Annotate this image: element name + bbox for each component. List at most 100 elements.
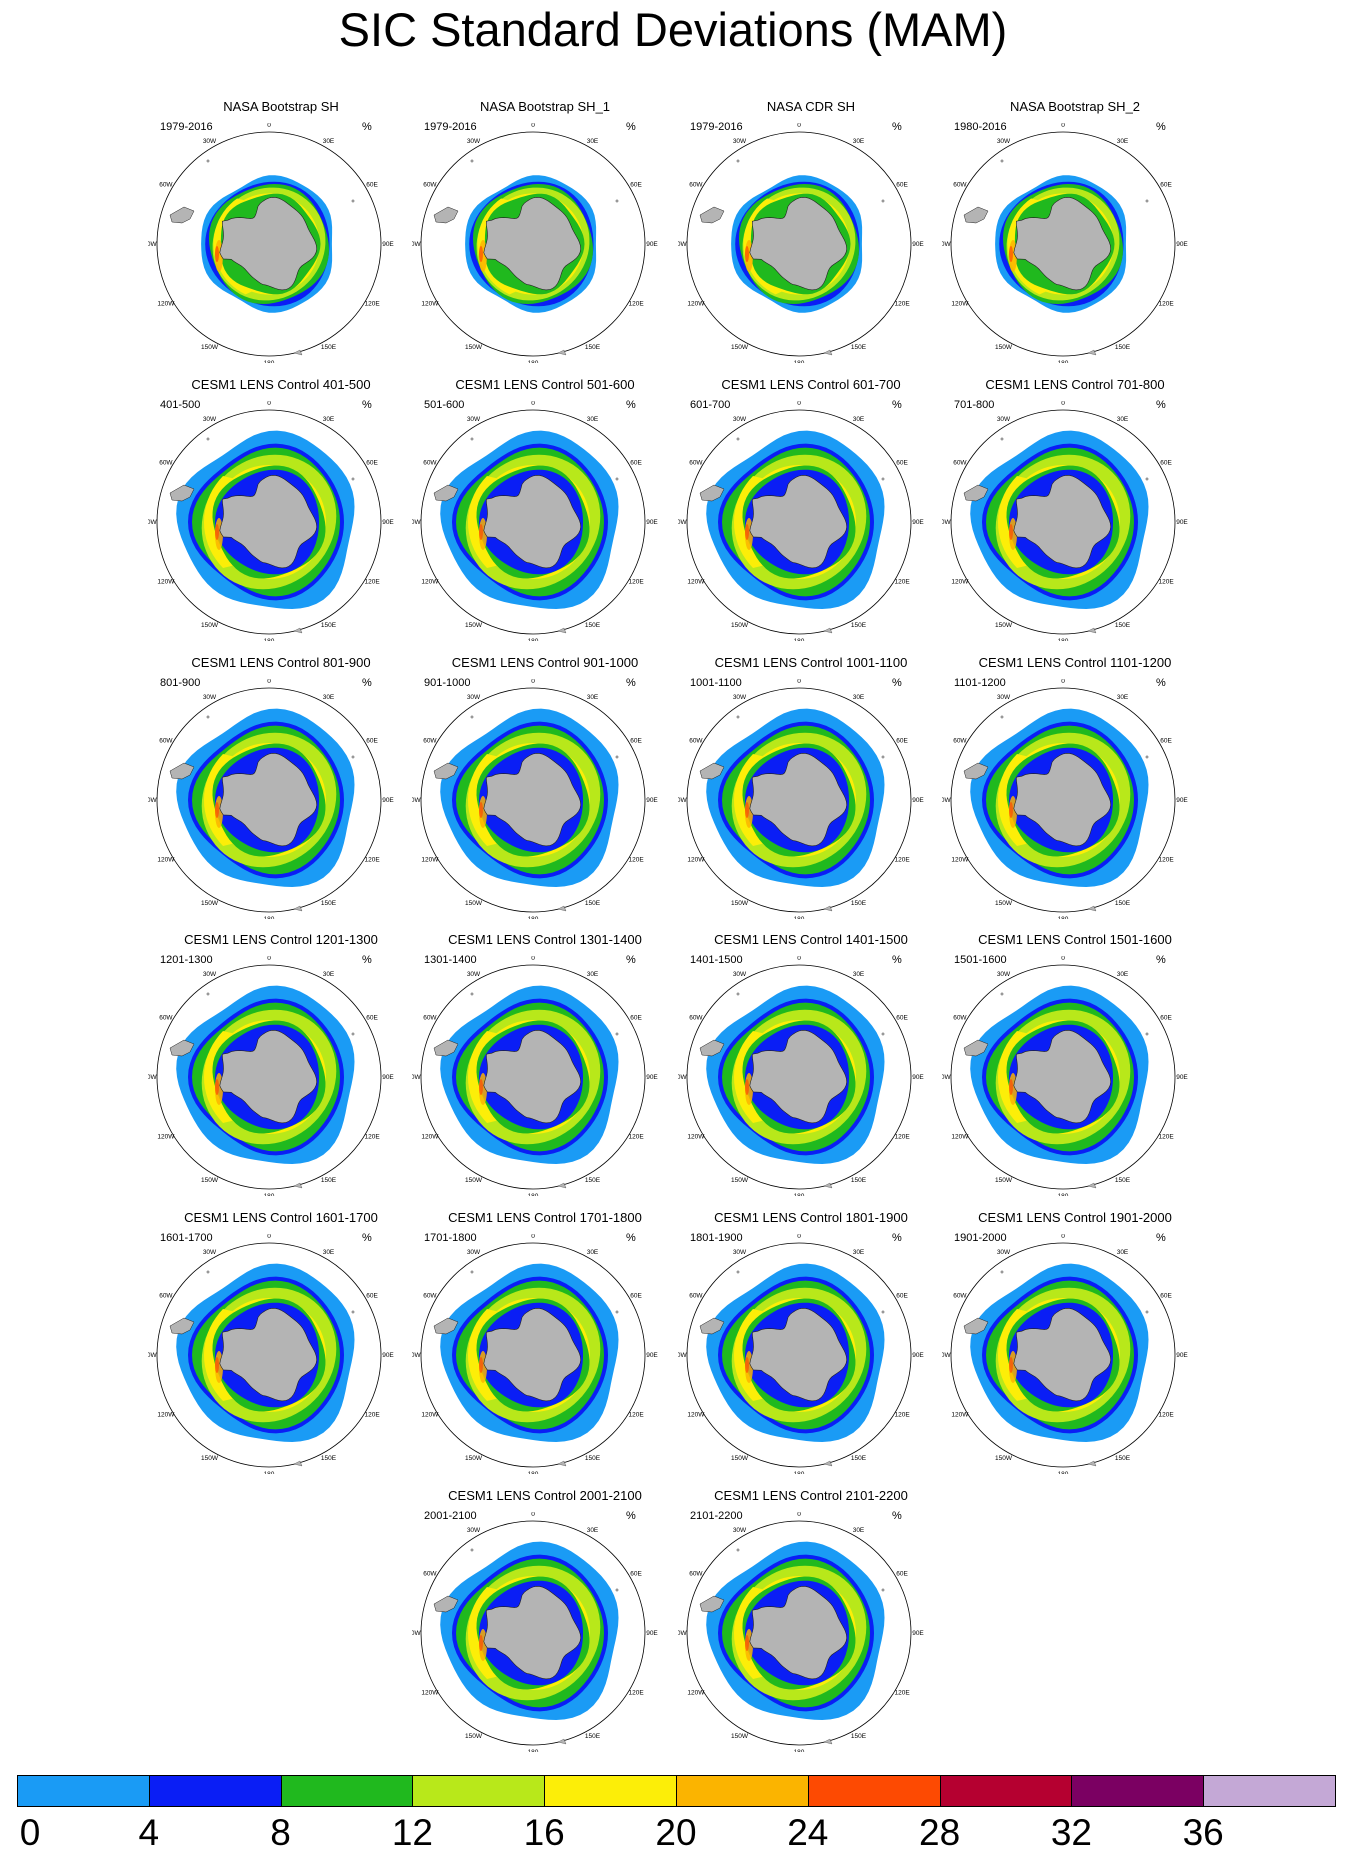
longitude-label: 60E xyxy=(896,1571,908,1578)
panel-title: CESM1 LENS Control 1901-2000 xyxy=(978,1210,1172,1225)
longitude-label: 120W xyxy=(157,301,175,308)
polar-sea-ice-map: 0 30E 60E 90E 120E 150E 180 150W 120W 90W 60W 30W xyxy=(412,401,658,641)
longitude-label: 150W xyxy=(731,1455,749,1462)
longitude-label: 60E xyxy=(1160,738,1172,745)
longitude-label: 90E xyxy=(646,1352,658,1359)
longitude-label: 60W xyxy=(159,182,173,189)
longitude-label: 90W xyxy=(412,241,422,248)
longitude-label: 120W xyxy=(157,857,175,864)
panel-title: CESM1 LENS Control 1001-1100 xyxy=(714,655,908,670)
map-panel: CESM1 LENS Control 701-800 701-800% 0 30E 60… xyxy=(942,377,1208,641)
polar-sea-ice-map: 0 30E 60E 90E 120E 150E 180 150W 120W 90W 60W 30W xyxy=(148,956,394,1196)
longitude-label: 60E xyxy=(1160,1293,1172,1300)
longitude-label: 180 xyxy=(528,916,539,919)
polar-sea-ice-map: 0 30E 60E 90E 120E 150E 180 150W 120W 90W 60W 30W xyxy=(678,401,924,641)
longitude-label: 0 xyxy=(531,1512,535,1518)
panel-units: % xyxy=(362,677,372,689)
longitude-label: 150W xyxy=(731,900,749,907)
longitude-label: 60W xyxy=(689,1571,703,1578)
longitude-label: 150W xyxy=(995,1177,1013,1184)
longitude-label: 90E xyxy=(646,797,658,804)
longitude-label: 60E xyxy=(896,738,908,745)
longitude-label: 180 xyxy=(528,1193,539,1196)
longitude-label: 30E xyxy=(323,971,335,978)
longitude-label: 0 xyxy=(267,679,271,685)
longitude-label: 120E xyxy=(895,1134,911,1141)
colorbar-swatch xyxy=(1203,1775,1336,1807)
longitude-label: 0 xyxy=(267,956,271,962)
longitude-label: 90W xyxy=(678,797,688,804)
longitude-label: 60W xyxy=(423,738,437,745)
longitude-label: 150W xyxy=(201,344,219,351)
longitude-label: 150W xyxy=(731,344,749,351)
longitude-label: 60W xyxy=(423,1571,437,1578)
longitude-label: 180 xyxy=(264,1471,275,1474)
longitude-label: 120E xyxy=(895,579,911,586)
longitude-label: 120W xyxy=(687,1412,705,1419)
map-panel: CESM1 LENS Control 1801-1900 1801-1900% 0 3… xyxy=(678,1210,944,1474)
longitude-label: 0 xyxy=(797,1512,801,1518)
longitude-label: 180 xyxy=(264,360,275,363)
polar-sea-ice-map: 0 30E 60E 90E 120E 150E 180 150W 120W 90W 60W 30W xyxy=(942,1234,1188,1474)
colorbar-tick-label: 12 xyxy=(391,1812,433,1853)
panel-title: CESM1 LENS Control 601-700 xyxy=(721,377,901,392)
map-panel: CESM1 LENS Control 1301-1400 1301-1400% 0 3… xyxy=(412,932,678,1196)
longitude-label: 0 xyxy=(797,1234,801,1240)
longitude-label: 120W xyxy=(687,301,705,308)
longitude-label: 90W xyxy=(148,1352,158,1359)
longitude-label: 120E xyxy=(365,857,381,864)
longitude-label: 60W xyxy=(689,738,703,745)
map-panel: CESM1 LENS Control 2101-2200 2101-2200% 0 3… xyxy=(678,1488,944,1752)
polar-sea-ice-map: 0 30E 60E 90E 120E 150E 180 150W 120W 90W 60W 30W xyxy=(148,401,394,641)
colorbar-tick-label: 16 xyxy=(523,1812,565,1853)
longitude-label: 60W xyxy=(423,460,437,467)
longitude-label: 150W xyxy=(465,900,483,907)
panel-period: 1979-2016 xyxy=(424,121,477,133)
longitude-label: 90E xyxy=(382,1352,394,1359)
longitude-label: 150W xyxy=(201,1455,219,1462)
panel-title: NASA Bootstrap SH xyxy=(223,99,339,114)
longitude-label: 90E xyxy=(646,1074,658,1081)
longitude-label: 90W xyxy=(678,241,688,248)
panel-title: CESM1 LENS Control 1301-1400 xyxy=(448,932,642,947)
longitude-label: 120E xyxy=(1159,1412,1175,1419)
longitude-label: 0 xyxy=(1061,401,1065,407)
longitude-label: 90E xyxy=(912,797,924,804)
longitude-label: 120E xyxy=(895,301,911,308)
longitude-label: 120E xyxy=(1159,301,1175,308)
longitude-label: 30W xyxy=(203,694,217,701)
longitude-label: 150E xyxy=(585,622,601,629)
longitude-label: 180 xyxy=(1058,916,1069,919)
longitude-label: 60E xyxy=(1160,1015,1172,1022)
map-panel: NASA Bootstrap SH_2 1980-2016% 0 30E 60E 90E 1… xyxy=(942,99,1208,363)
longitude-label: 150W xyxy=(201,900,219,907)
polar-sea-ice-map: 0 30E 60E 90E 120E 150E 180 150W 120W 90W 60W 30W xyxy=(678,1512,924,1752)
panel-title: CESM1 LENS Control 1201-1300 xyxy=(184,932,378,947)
polar-sea-ice-map: 0 30E 60E 90E 120E 150E 180 150W 120W 90W 60W 30W xyxy=(412,123,658,363)
longitude-label: 60W xyxy=(953,1293,967,1300)
longitude-label: 120E xyxy=(629,579,645,586)
panel-units: % xyxy=(892,954,902,966)
longitude-label: 90E xyxy=(912,1352,924,1359)
longitude-label: 0 xyxy=(531,1234,535,1240)
panel-units: % xyxy=(892,677,902,689)
panel-title: NASA Bootstrap SH_1 xyxy=(479,99,611,114)
panel-title: CESM1 LENS Control 1601-1700 xyxy=(184,1210,378,1225)
colorbar-swatch xyxy=(939,1775,1073,1807)
longitude-label: 120W xyxy=(421,301,439,308)
longitude-label: 150W xyxy=(201,1177,219,1184)
panel-period: 1201-1300 xyxy=(160,954,213,966)
longitude-label: 30W xyxy=(733,971,747,978)
longitude-label: 120W xyxy=(951,1134,969,1141)
longitude-label: 60W xyxy=(159,1015,173,1022)
longitude-label: 30W xyxy=(997,971,1011,978)
panel-period: 601-700 xyxy=(690,399,731,411)
map-panel: CESM1 LENS Control 1701-1800 1701-1800% 0 3… xyxy=(412,1210,678,1474)
longitude-label: 90W xyxy=(942,1352,952,1359)
longitude-label: 150E xyxy=(585,1733,601,1740)
panel-period: 1501-1600 xyxy=(954,954,1007,966)
longitude-label: 30W xyxy=(203,138,217,145)
longitude-label: 90E xyxy=(646,241,658,248)
longitude-label: 60E xyxy=(366,1015,378,1022)
polar-sea-ice-map: 0 30E 60E 90E 120E 150E 180 150W 120W 90W 60W 30W xyxy=(942,956,1188,1196)
